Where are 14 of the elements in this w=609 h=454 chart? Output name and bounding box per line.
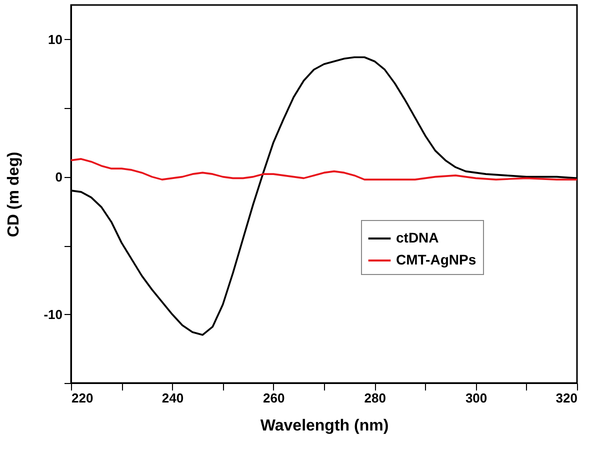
x-tick-label: 320 (556, 390, 578, 406)
x-axis-title: Wavelength (nm) (260, 418, 389, 434)
y-tick-label: 0 (55, 169, 62, 184)
x-tick-label: 260 (263, 390, 285, 406)
x-tick-label: 220 (72, 390, 94, 406)
x-tick-label: 240 (162, 390, 184, 406)
x-tick-label: 280 (364, 390, 386, 406)
y-tick-label: 10 (48, 32, 62, 47)
line-series (70, 158, 578, 180)
y-axis-title: CD (m deg) (6, 152, 23, 238)
legend-label: CMT-AgNPs (396, 252, 476, 268)
x-tick-label: 300 (465, 390, 488, 406)
legend-label: ctDNA (396, 230, 439, 246)
y-tick-label: -10 (44, 306, 62, 322)
